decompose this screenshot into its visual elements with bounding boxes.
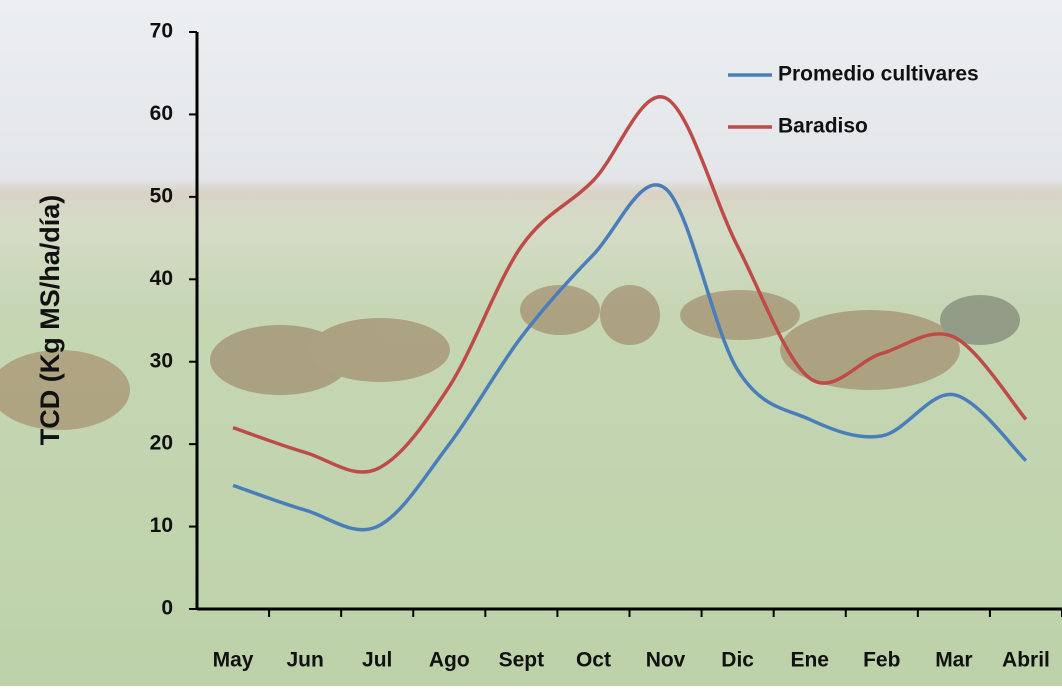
series-line — [232, 183, 1028, 532]
y-tick-label: 0 — [161, 597, 173, 620]
x-tick-label: Nov — [646, 649, 686, 672]
y-axis-label: TCD (Kg MS/ha/día) — [35, 195, 65, 446]
x-tick-label: May — [213, 649, 254, 672]
y-tick-label: 60 — [150, 102, 173, 125]
series-line — [232, 95, 1028, 474]
y-tick-label: 30 — [150, 349, 173, 372]
x-tick-label: Mar — [935, 649, 972, 672]
y-tick-label: 40 — [150, 267, 173, 290]
x-tick-label: Feb — [863, 649, 900, 672]
x-tick-label: Oct — [576, 649, 611, 672]
y-tick-label: 10 — [150, 514, 173, 537]
x-tick-label: Abril — [1002, 649, 1050, 672]
y-tick-label: 50 — [150, 184, 173, 207]
x-tick-label: Ene — [790, 649, 829, 672]
legend-label: Promedio cultivares — [778, 63, 979, 86]
y-tick-label: 70 — [150, 20, 173, 43]
x-tick-label: Jul — [362, 649, 392, 672]
legend-label: Baradiso — [778, 115, 868, 138]
x-tick-label: Ago — [429, 649, 470, 672]
x-tick-label: Sept — [499, 649, 545, 672]
x-tick-label: Jun — [286, 649, 323, 672]
y-tick-label: 20 — [150, 432, 173, 455]
background-cattle — [0, 285, 1020, 430]
x-tick-label: Dic — [721, 649, 754, 672]
